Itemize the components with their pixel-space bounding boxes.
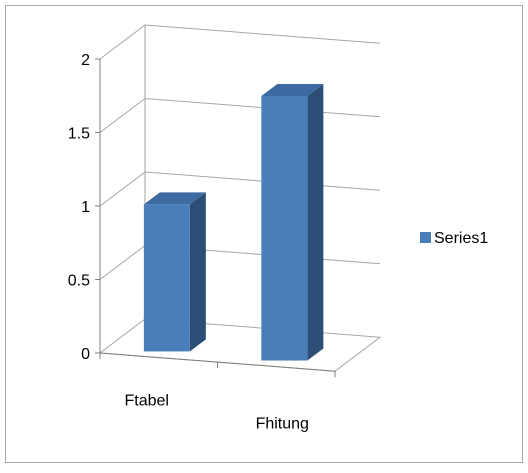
bar bbox=[261, 95, 308, 361]
legend-label: Series1 bbox=[434, 230, 488, 247]
bar-side bbox=[189, 192, 206, 352]
bar bbox=[143, 204, 190, 352]
legend-swatch bbox=[420, 232, 431, 243]
y-tick-labels: 0 0.5 1 1.5 2 bbox=[68, 52, 90, 363]
gridline bbox=[99, 24, 381, 60]
x-tick-label: Fhitung bbox=[256, 416, 309, 433]
bars bbox=[143, 83, 324, 361]
bar-side bbox=[307, 83, 324, 361]
y-tick-label: 1 bbox=[81, 199, 90, 216]
y-tick-label: 1.5 bbox=[68, 126, 90, 143]
legend: Series1 bbox=[420, 230, 488, 247]
x-tick-labels: Ftabel Fhitung bbox=[125, 393, 309, 433]
y-tick-label: 0 bbox=[81, 346, 90, 363]
bar-top bbox=[261, 83, 324, 96]
y-tick-label: 2 bbox=[81, 52, 90, 69]
axes bbox=[95, 58, 336, 378]
x-tick-label: Ftabel bbox=[125, 393, 169, 410]
bar-top bbox=[143, 192, 206, 205]
y-tick-label: 0.5 bbox=[68, 273, 90, 290]
